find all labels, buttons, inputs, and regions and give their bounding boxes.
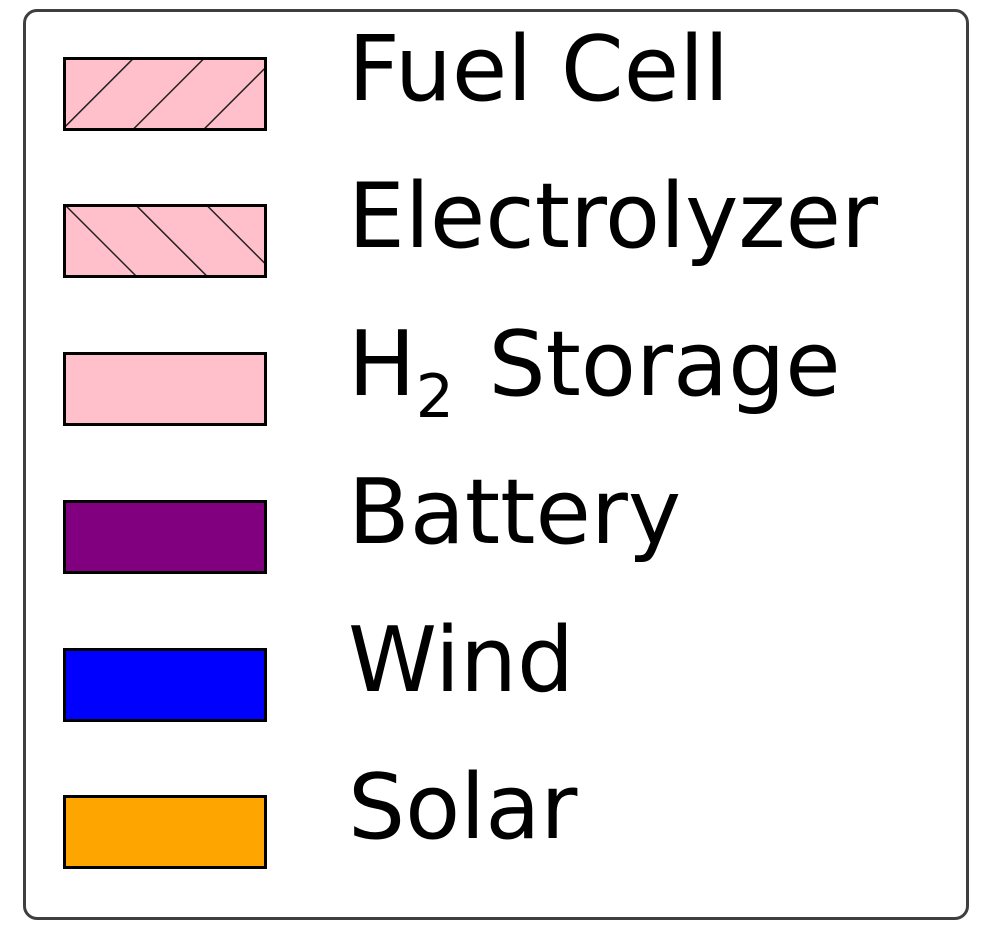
h2-storage-label-main: H xyxy=(348,312,416,417)
h2-storage-swatch xyxy=(63,352,267,426)
h2-storage-label-rest: Storage xyxy=(488,312,841,417)
h2-storage-label: H2 Storage xyxy=(348,320,841,428)
wind-label: Wind xyxy=(348,608,575,713)
solar-label: Solar xyxy=(348,755,578,860)
battery-swatch xyxy=(63,500,267,574)
legend-entry-electrolyzer: Electrolyzer xyxy=(26,172,966,324)
fuel-cell-swatch xyxy=(63,57,267,131)
legend-entry-solar: Solar xyxy=(26,763,966,915)
chart-legend: Fuel Cell Electrolyzer H2 Storage Batter… xyxy=(23,9,969,920)
legend-entry-h2-storage: H2 Storage xyxy=(26,320,966,472)
wind-swatch xyxy=(63,648,267,722)
legend-entry-fuel-cell: Fuel Cell xyxy=(26,25,966,177)
electrolyzer-swatch xyxy=(63,204,267,278)
legend-entry-wind: Wind xyxy=(26,616,966,768)
fuel-cell-label: Fuel Cell xyxy=(348,17,730,122)
h2-storage-label-subscript: 2 xyxy=(415,362,454,432)
battery-label: Battery xyxy=(348,460,682,565)
electrolyzer-label: Electrolyzer xyxy=(348,164,878,269)
solar-swatch xyxy=(63,795,267,869)
legend-entry-battery: Battery xyxy=(26,468,966,620)
